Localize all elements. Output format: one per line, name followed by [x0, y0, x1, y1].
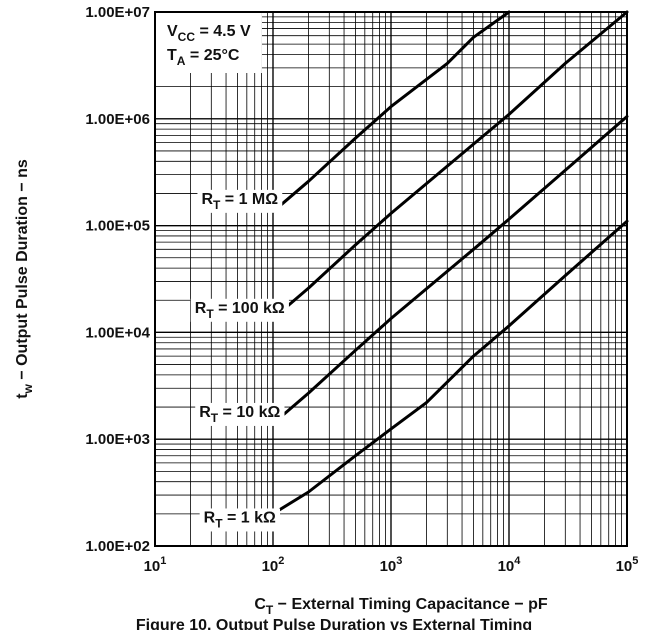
conditions-bg	[156, 13, 262, 73]
tick-labels: 1.00E+02 1.00E+03 1.00E+04 1.00E+05 1.00E+06…	[85, 4, 638, 575]
y-tick-label: 1.00E+07	[85, 4, 150, 21]
series-label-bg	[190, 298, 289, 322]
x-tick-label: 105	[616, 555, 639, 575]
y-axis-title: tw − Output Pulse Duration − ns	[14, 159, 35, 399]
series-line-3	[271, 115, 629, 426]
series-label-bg	[197, 189, 283, 213]
x-tick-label: 104	[498, 555, 522, 575]
x-tick-label: 101	[144, 555, 167, 575]
y-tick-label: 1.00E+03	[85, 431, 150, 448]
series-label-text: RT = 1 kΩ	[204, 509, 276, 530]
y-tick-label: 1.00E+02	[85, 538, 150, 555]
series-label-text: RT = 10 kΩ	[199, 404, 280, 425]
x-tick-label: 103	[380, 555, 403, 575]
series-label-text: RT = 100 kΩ	[195, 300, 285, 321]
series-labels: RT = 1 MΩ RT = 100 kΩ RT = 10 kΩ RT = 1 kΩ	[190, 189, 289, 532]
series-line-1	[271, 10, 511, 214]
series-label-4: RT = 1 kΩ	[199, 508, 281, 532]
y-tick-label: 1.00E+06	[85, 111, 150, 128]
series-label-bg	[195, 402, 285, 426]
series-label-1: RT = 1 MΩ	[197, 189, 283, 213]
condition-text: VCC = 4.5 V	[167, 23, 251, 44]
figure-caption: Figure 10. Output Pulse Duration vs Exte…	[136, 617, 532, 630]
series-line-4	[271, 219, 629, 516]
conditions-box: VCC = 4.5 V TA = 25°C	[156, 13, 262, 73]
axis-titles: CT − External Timing Capacitance − pF tw …	[14, 159, 548, 630]
conditions: VCC = 4.5 V TA = 25°C	[156, 13, 262, 73]
plot-frame	[154, 11, 628, 547]
condition-text: TA = 25°C	[167, 47, 240, 68]
grid	[154, 11, 628, 547]
series-lines	[271, 10, 629, 516]
x-axis-title: CT − External Timing Capacitance − pF	[254, 596, 548, 617]
series-label-text: RT = 1 MΩ	[201, 191, 278, 212]
series-label-3: RT = 10 kΩ	[195, 402, 285, 426]
y-tick-label: 1.00E+04	[85, 324, 150, 341]
series-label-2: RT = 100 kΩ	[190, 298, 289, 322]
y-tick-label: 1.00E+05	[85, 218, 150, 235]
series-line-2	[271, 10, 629, 320]
x-tick-label: 102	[262, 555, 285, 575]
series-label-bg	[199, 508, 281, 532]
